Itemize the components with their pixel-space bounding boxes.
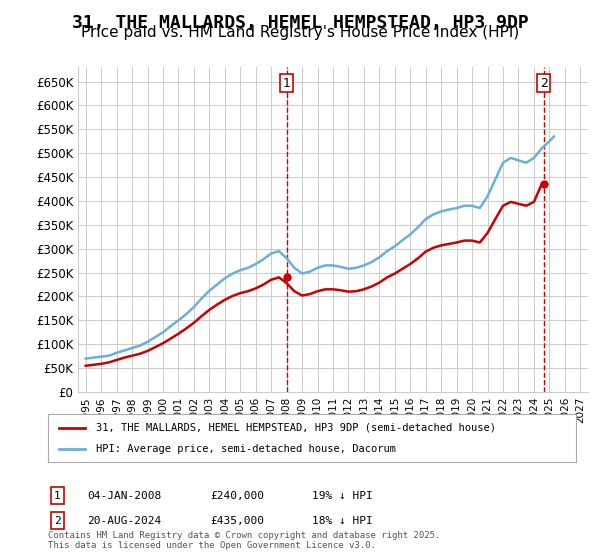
Text: 1: 1 <box>283 77 291 90</box>
Text: 2: 2 <box>540 77 548 90</box>
Text: 18% ↓ HPI: 18% ↓ HPI <box>312 516 373 526</box>
Text: 19% ↓ HPI: 19% ↓ HPI <box>312 491 373 501</box>
Text: 20-AUG-2024: 20-AUG-2024 <box>87 516 161 526</box>
Text: Contains HM Land Registry data © Crown copyright and database right 2025.
This d: Contains HM Land Registry data © Crown c… <box>48 530 440 550</box>
Text: 31, THE MALLARDS, HEMEL HEMPSTEAD, HP3 9DP (semi-detached house): 31, THE MALLARDS, HEMEL HEMPSTEAD, HP3 9… <box>95 423 496 433</box>
Text: HPI: Average price, semi-detached house, Dacorum: HPI: Average price, semi-detached house,… <box>95 444 395 454</box>
Text: 04-JAN-2008: 04-JAN-2008 <box>87 491 161 501</box>
Text: Price paid vs. HM Land Registry's House Price Index (HPI): Price paid vs. HM Land Registry's House … <box>81 25 519 40</box>
Text: 2: 2 <box>54 516 61 526</box>
Text: £240,000: £240,000 <box>210 491 264 501</box>
Text: 1: 1 <box>54 491 61 501</box>
Text: £435,000: £435,000 <box>210 516 264 526</box>
Text: 31, THE MALLARDS, HEMEL HEMPSTEAD, HP3 9DP: 31, THE MALLARDS, HEMEL HEMPSTEAD, HP3 9… <box>71 14 529 32</box>
